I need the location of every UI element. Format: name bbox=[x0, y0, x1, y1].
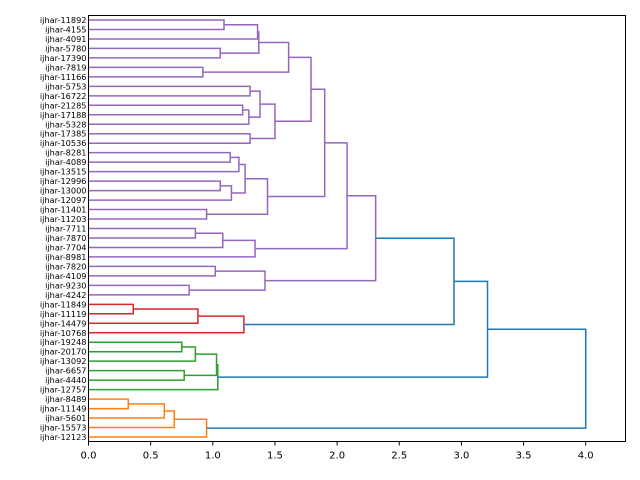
dendrogram-link-G bbox=[250, 103, 276, 140]
leaf-label: ijhar-4109 bbox=[45, 271, 86, 281]
dendrogram-link-G5 bbox=[88, 132, 251, 144]
dendrogram-link-G1 bbox=[88, 85, 251, 97]
leaf-label: ijhar-11166 bbox=[40, 72, 87, 82]
leaf-label: ijhar-21285 bbox=[40, 100, 87, 110]
dendrogram-link-O bbox=[88, 418, 208, 438]
leaf-label: ijhar-15573 bbox=[40, 423, 87, 433]
leaf-label: ijhar-16722 bbox=[40, 91, 87, 101]
dendrogram-link-N4 bbox=[184, 353, 218, 377]
leaf-label: ijhar-6657 bbox=[45, 366, 86, 376]
dendrogram-link-R2 bbox=[88, 308, 199, 325]
dendrogram-link-ROOT bbox=[206, 328, 587, 429]
dendrogram-link-G2 bbox=[88, 104, 244, 116]
dendrogram-link-K3 bbox=[189, 270, 266, 291]
leaf-label: ijhar-7711 bbox=[45, 224, 86, 234]
dendrogram-link-G3 bbox=[88, 109, 250, 125]
leaf-label: ijhar-11892 bbox=[40, 15, 87, 25]
leaf-label: ijhar-4155 bbox=[45, 24, 86, 34]
leaf-label: ijhar-12097 bbox=[40, 195, 87, 205]
dendrogram-link-C bbox=[88, 47, 222, 59]
dendrogram-link-H4 bbox=[88, 185, 233, 201]
leaf-label: ijhar-13092 bbox=[40, 356, 87, 366]
leaf-label: ijhar-12996 bbox=[40, 176, 87, 186]
leaf-label: ijhar-4440 bbox=[45, 375, 86, 385]
leaf-label: ijhar-11401 bbox=[40, 205, 87, 215]
leaf-label: ijhar-11849 bbox=[40, 299, 87, 309]
leaf-label: ijhar-17385 bbox=[40, 129, 87, 139]
leaf-label: ijhar-8489 bbox=[45, 394, 86, 404]
dendrogram-link-R1 bbox=[88, 303, 134, 315]
dendrogram-link-H6 bbox=[88, 208, 208, 220]
dendrogram-link-H bbox=[206, 177, 269, 216]
dendrogram-links bbox=[88, 19, 587, 438]
dendrogram-link-O3 bbox=[88, 410, 176, 429]
leaf-label: ijhar-5753 bbox=[45, 81, 86, 91]
leaf-labels: ijhar-11892ijhar-4155ijhar-4091ijhar-578… bbox=[40, 15, 87, 442]
dendrogram-link-H2 bbox=[88, 156, 240, 173]
leaf-label: ijhar-9230 bbox=[45, 280, 86, 290]
leaf-label: ijhar-7870 bbox=[45, 233, 86, 243]
dendrogram-link-N2 bbox=[88, 346, 197, 362]
leaf-label: ijhar-7820 bbox=[45, 261, 86, 271]
leaf-label: ijhar-7819 bbox=[45, 62, 86, 72]
dendrogram-link-K bbox=[265, 195, 377, 282]
x-axis-ticks: 0.0 0.5 1.0 1.5 2.0 2.5 3.0 3.5 4.0 bbox=[81, 441, 594, 462]
dendrogram-link-N bbox=[88, 363, 219, 391]
dendrogram-link-I bbox=[267, 88, 326, 198]
leaf-label: ijhar-17390 bbox=[40, 53, 87, 63]
leaf-label: ijhar-12757 bbox=[40, 385, 87, 395]
leaf-label: ijhar-12123 bbox=[40, 432, 87, 442]
leaf-label: ijhar-5328 bbox=[45, 119, 86, 129]
x-tick-label: 3.5 bbox=[516, 451, 532, 462]
x-tick-label: 0.5 bbox=[143, 451, 159, 462]
leaf-label: ijhar-4091 bbox=[45, 34, 86, 44]
leaf-label: ijhar-17188 bbox=[40, 110, 87, 120]
leaf-label: ijhar-11149 bbox=[40, 404, 87, 414]
dendrogram-link-H1 bbox=[88, 151, 231, 163]
leaf-label: ijhar-7704 bbox=[45, 242, 86, 252]
x-tick-label: 1.5 bbox=[267, 451, 283, 462]
x-tick-label: 3.0 bbox=[453, 451, 469, 462]
leaf-label: ijhar-13000 bbox=[40, 186, 87, 196]
dendrogram-link-N1 bbox=[88, 341, 183, 353]
dendrogram-link-J3 bbox=[88, 239, 256, 258]
dendrogram-link-J2 bbox=[88, 232, 224, 249]
dendrogram-link-D bbox=[220, 31, 260, 54]
dendrogram-link-KR bbox=[243, 237, 455, 326]
dendrogram-link-B bbox=[88, 23, 259, 40]
leaf-label: ijhar-10768 bbox=[40, 328, 87, 338]
leaf-label: ijhar-11119 bbox=[40, 309, 87, 319]
x-tick-label: 2.0 bbox=[329, 451, 345, 462]
dendrogram-link-J1 bbox=[88, 227, 197, 239]
dendrogram-link-O2 bbox=[88, 403, 166, 419]
x-tick-label: 2.5 bbox=[391, 451, 407, 462]
dendrogram-link-O1 bbox=[88, 398, 130, 410]
x-tick-label: 1.0 bbox=[205, 451, 221, 462]
leaf-label: ijhar-11203 bbox=[40, 214, 87, 224]
leaf-label: ijhar-20170 bbox=[40, 347, 87, 357]
leaf-label: ijhar-8981 bbox=[45, 252, 86, 262]
dendrogram-link-E bbox=[88, 66, 204, 78]
leaf-label: ijhar-4089 bbox=[45, 157, 86, 167]
x-tick-label: 0.0 bbox=[81, 451, 97, 462]
leaf-label: ijhar-4242 bbox=[45, 290, 86, 300]
leaf-label: ijhar-14479 bbox=[40, 318, 87, 328]
dendrogram-link-N3 bbox=[88, 369, 185, 381]
dendrogram-link-A bbox=[88, 19, 225, 31]
dendrogram-link-KRN bbox=[217, 280, 489, 378]
dendrogram-link-H3 bbox=[88, 180, 222, 192]
dendrogram-link-K2 bbox=[88, 284, 190, 296]
leaf-label: ijhar-10536 bbox=[40, 138, 87, 148]
leaf-label: ijhar-19248 bbox=[40, 337, 87, 347]
leaf-label: ijhar-5780 bbox=[45, 43, 86, 53]
leaf-label: ijhar-5601 bbox=[45, 413, 86, 423]
plot-frame bbox=[88, 15, 626, 442]
leaf-label: ijhar-8281 bbox=[45, 148, 86, 158]
x-tick-label: 4.0 bbox=[578, 451, 594, 462]
dendrogram-link-K1 bbox=[88, 265, 217, 277]
dendrogram-link-R bbox=[88, 315, 245, 334]
dendrogram-link-FG bbox=[274, 56, 312, 123]
leaf-label: ijhar-13515 bbox=[40, 167, 87, 177]
